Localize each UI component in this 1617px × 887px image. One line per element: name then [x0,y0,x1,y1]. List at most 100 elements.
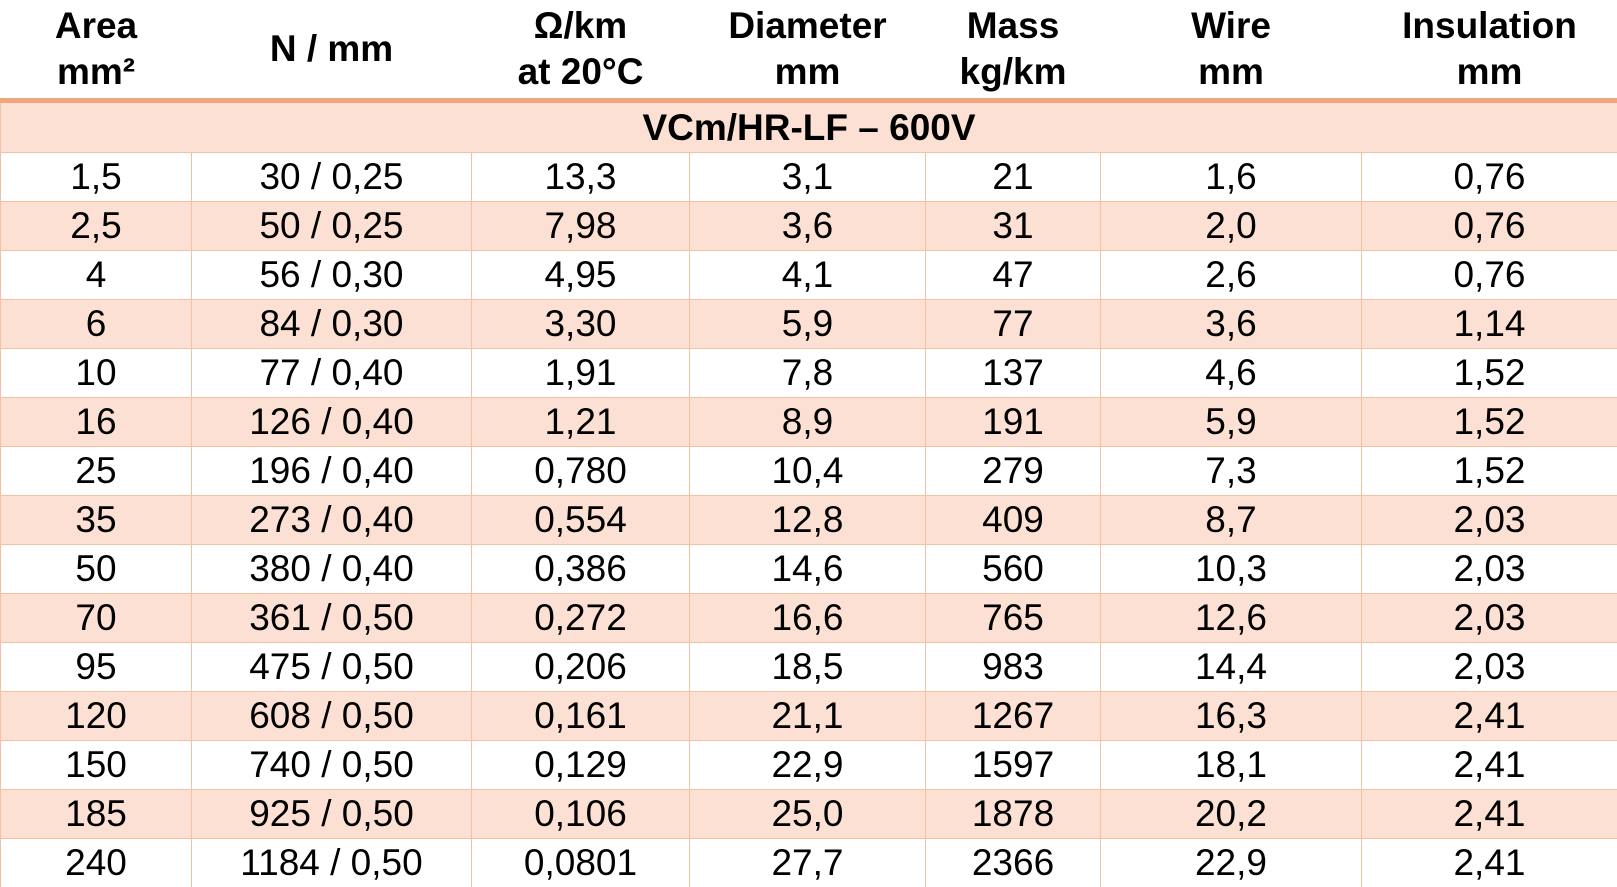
cell: 3,6 [1100,299,1362,349]
cell: 1878 [925,789,1101,839]
header-line: Insulation [1402,5,1577,46]
cell: 560 [925,544,1101,594]
header-line: Mass [966,5,1060,46]
cell: 14,6 [689,544,926,594]
section-row: VCm/HR-LF – 600V [0,100,1617,153]
cell: 10,3 [1100,544,1362,594]
data-row: 35 273 / 0,40 0,554 12,8 409 8,7 2,03 [0,495,1617,545]
cell: 240 [0,838,192,887]
cell: 1,91 [471,348,690,398]
cell: 1,14 [1361,299,1617,349]
cell: 925 / 0,50 [191,789,472,839]
cell: 0,780 [471,446,690,496]
data-row: 150 740 / 0,50 0,129 22,9 1597 18,1 2,41 [0,740,1617,790]
cell: 4,1 [689,250,926,300]
cell: 983 [925,642,1101,692]
cell: 21 [925,152,1101,202]
column-header: Insulation mm [1361,0,1617,103]
cell: 765 [925,593,1101,643]
cell: 137 [925,348,1101,398]
cell: 279 [925,446,1101,496]
cell: 21,1 [689,691,926,741]
cell: 10,4 [689,446,926,496]
cell: 12,6 [1100,593,1362,643]
cell: 2366 [925,838,1101,887]
header-line: mm [774,51,841,92]
cell: 0,386 [471,544,690,594]
header-line: Ω/km [533,5,628,46]
cell: 2,03 [1361,593,1617,643]
cell: 361 / 0,50 [191,593,472,643]
data-row: 16 126 / 0,40 1,21 8,9 191 5,9 1,52 [0,397,1617,447]
cell: 3,6 [689,201,926,251]
cell: 4,95 [471,250,690,300]
column-header: Diameter mm [689,0,926,103]
cell: 1184 / 0,50 [191,838,472,887]
header-row: Area mm² N / mm Ω/km at 20°C Diameter mm Mass kg… [0,0,1617,103]
cell: 740 / 0,50 [191,740,472,790]
cell: 2,5 [0,201,192,251]
cell: 191 [925,397,1101,447]
cell: 16 [0,397,192,447]
cell: 0,76 [1361,201,1617,251]
header-line: mm [1198,51,1264,92]
data-row: 70 361 / 0,50 0,272 16,6 765 12,6 2,03 [0,593,1617,643]
cell: 84 / 0,30 [191,299,472,349]
cell: 1267 [925,691,1101,741]
cell: 22,9 [1100,838,1362,887]
cell: 196 / 0,40 [191,446,472,496]
data-row: 185 925 / 0,50 0,106 25,0 1878 20,2 2,41 [0,789,1617,839]
cell: 7,8 [689,348,926,398]
cell: 2,6 [1100,250,1362,300]
cell: 3,1 [689,152,926,202]
header-line: Area [54,5,138,46]
cell: 0,106 [471,789,690,839]
cell: 22,9 [689,740,926,790]
cell: 50 [0,544,192,594]
cell: 31 [925,201,1101,251]
cell: 1,52 [1361,348,1617,398]
cell: 5,9 [689,299,926,349]
data-row: 2,5 50 / 0,25 7,98 3,6 31 2,0 0,76 [0,201,1617,251]
cell: 608 / 0,50 [191,691,472,741]
cell: 27,7 [689,838,926,887]
data-row: 10 77 / 0,40 1,91 7,8 137 4,6 1,52 [0,348,1617,398]
header-line: mm² [56,51,136,92]
cell: 7,3 [1100,446,1362,496]
column-header: N / mm [191,0,472,103]
cell: 56 / 0,30 [191,250,472,300]
cell: 20,2 [1100,789,1362,839]
header-line: N / mm [269,28,394,69]
header-line: kg/km [959,51,1067,92]
header-line: mm [1456,51,1523,92]
cell: 273 / 0,40 [191,495,472,545]
cell: 25,0 [689,789,926,839]
cell: 10 [0,348,192,398]
cell: 35 [0,495,192,545]
cell: 18,1 [1100,740,1362,790]
cell: 0,272 [471,593,690,643]
cell: 16,3 [1100,691,1362,741]
column-header: Mass kg/km [925,0,1101,103]
cell: 120 [0,691,192,741]
cell: 185 [0,789,192,839]
column-header: Wire mm [1100,0,1362,103]
cell: 2,41 [1361,740,1617,790]
cell: 409 [925,495,1101,545]
cell: 2,03 [1361,544,1617,594]
cell: 0,76 [1361,250,1617,300]
cell: 0,76 [1361,152,1617,202]
cell: 126 / 0,40 [191,397,472,447]
cell: 8,9 [689,397,926,447]
cell: 2,41 [1361,838,1617,887]
cell: 380 / 0,40 [191,544,472,594]
cell: 0,161 [471,691,690,741]
data-row: 50 380 / 0,40 0,386 14,6 560 10,3 2,03 [0,544,1617,594]
cell: 18,5 [689,642,926,692]
data-row: 95 475 / 0,50 0,206 18,5 983 14,4 2,03 [0,642,1617,692]
cell: 13,3 [471,152,690,202]
cell: 4 [0,250,192,300]
cell: 6 [0,299,192,349]
